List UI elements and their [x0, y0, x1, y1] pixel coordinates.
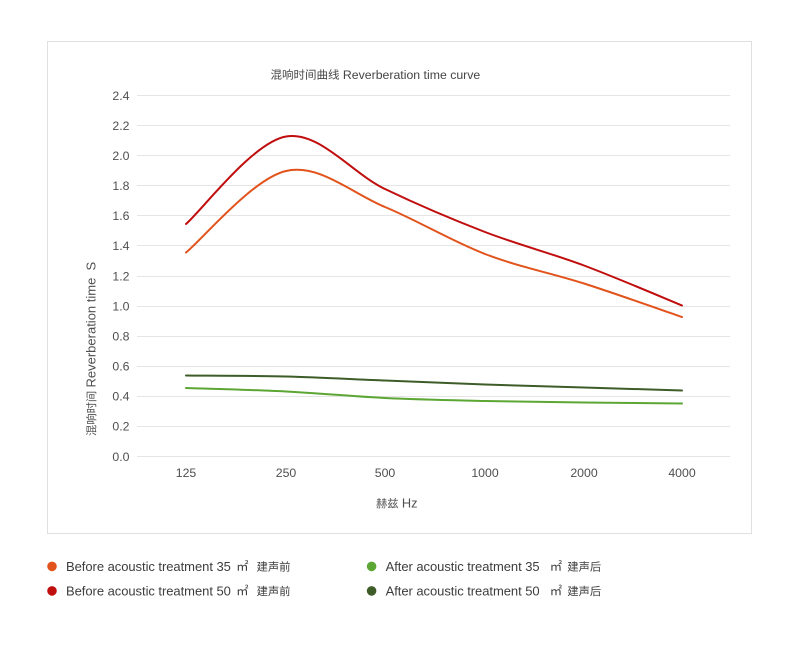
svg-text:2000: 2000 — [570, 466, 598, 480]
svg-text:After acoustic treatment 35: After acoustic treatment 35 — [386, 559, 540, 574]
svg-text:After acoustic treatment 50: After acoustic treatment 50 — [386, 583, 540, 598]
svg-text:0.0: 0.0 — [112, 450, 129, 464]
svg-text:0.2: 0.2 — [112, 420, 129, 434]
svg-text:Hz: Hz — [402, 496, 418, 511]
svg-text:1.6: 1.6 — [112, 209, 129, 223]
svg-text:1.8: 1.8 — [112, 179, 129, 193]
svg-text:2.2: 2.2 — [112, 119, 129, 133]
svg-text:1.2: 1.2 — [112, 269, 129, 283]
svg-text:0.4: 0.4 — [112, 390, 129, 404]
svg-text:Reverberation time curve: Reverberation time curve — [343, 68, 481, 82]
svg-text:4000: 4000 — [668, 466, 696, 480]
svg-text:2.0: 2.0 — [112, 149, 129, 163]
svg-text:1.0: 1.0 — [112, 299, 129, 313]
svg-text:250: 250 — [276, 466, 297, 480]
svg-text:1000: 1000 — [471, 466, 499, 480]
svg-text:Before acoustic treatment 50: Before acoustic treatment 50 — [66, 583, 231, 598]
svg-text:0.8: 0.8 — [112, 330, 129, 344]
svg-text:125: 125 — [176, 466, 197, 480]
svg-text:1.4: 1.4 — [112, 239, 129, 253]
svg-text:0.6: 0.6 — [112, 360, 129, 374]
svg-text:Before acoustic treatment 35: Before acoustic treatment 35 — [66, 559, 231, 574]
svg-text:500: 500 — [375, 466, 396, 480]
svg-text:Reverberation time S: Reverberation time S — [84, 261, 99, 387]
svg-text:2.4: 2.4 — [112, 89, 129, 103]
